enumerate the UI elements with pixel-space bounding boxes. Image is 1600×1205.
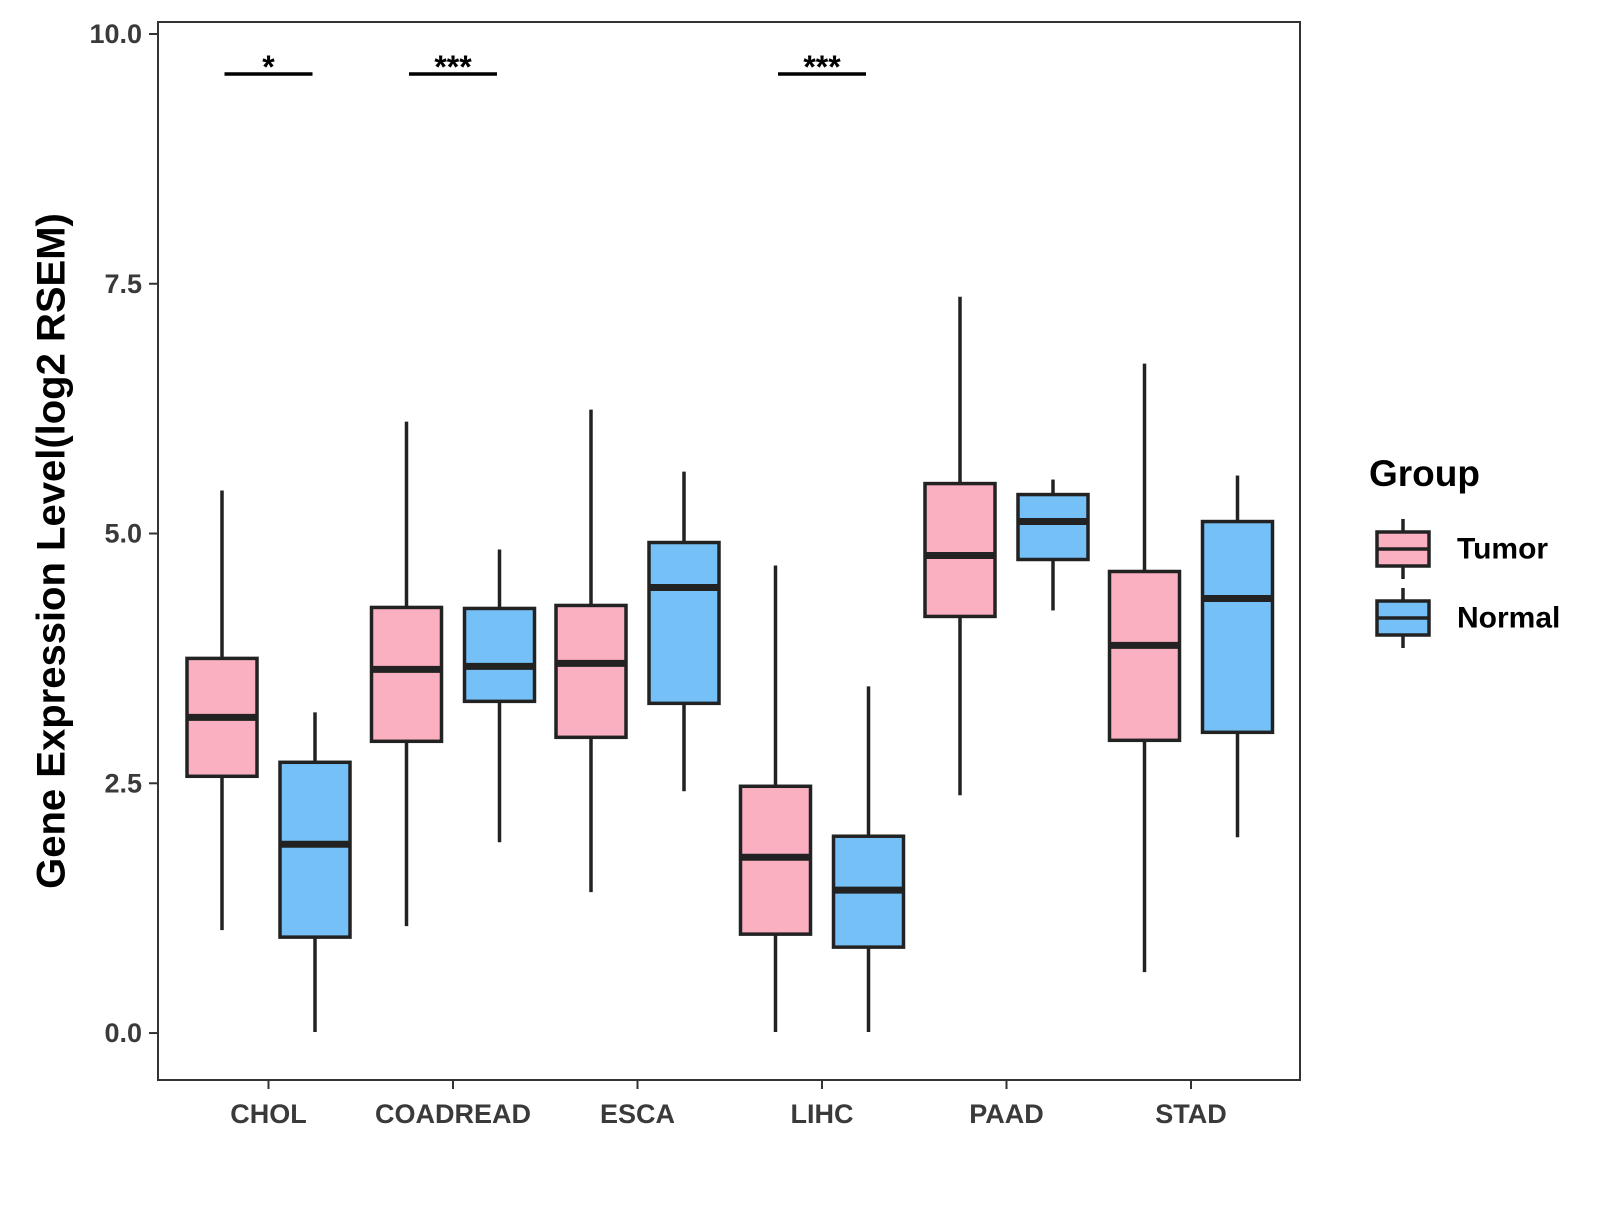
box-iqr: [369, 605, 444, 744]
box-iqr: [1107, 569, 1182, 743]
x-tick-label: ESCA: [600, 1099, 675, 1129]
legend-label: Tumor: [1457, 533, 1548, 566]
box-iqr: [278, 760, 352, 939]
y-axis: 0.0 2.5 5.0 7.5 10.0: [89, 19, 158, 1048]
box-iqr: [462, 606, 537, 704]
legend-item-normal: Normal: [1375, 588, 1560, 648]
normal-box: [1016, 479, 1090, 611]
significance-annotations: * *** ***: [224, 49, 866, 85]
x-tick-label: PAAD: [969, 1099, 1044, 1129]
y-tick-label: 10.0: [89, 19, 142, 49]
box-series: [185, 296, 1275, 1033]
box-iqr: [554, 603, 628, 740]
y-axis-title: Gene Expression Level(log2 RSEM): [30, 213, 74, 889]
x-tick-label: COADREAD: [375, 1099, 531, 1129]
box-iqr: [1200, 519, 1275, 735]
y-tick-label: 5.0: [104, 519, 142, 549]
tumor-box: [185, 490, 259, 931]
legend: Group Tumor Normal: [1369, 453, 1560, 648]
x-tick-label: LIHC: [791, 1099, 854, 1129]
tumor-box: [554, 409, 628, 893]
box-iqr: [923, 481, 997, 619]
y-tick-label: 7.5: [104, 269, 142, 299]
y-tick-label: 0.0: [104, 1018, 142, 1048]
x-tick-label: CHOL: [230, 1099, 307, 1129]
significance-label: ***: [434, 49, 472, 85]
tumor-box: [1107, 363, 1182, 973]
box-iqr: [647, 540, 721, 706]
significance-label: ***: [803, 49, 841, 85]
normal-box: [462, 549, 537, 843]
tumor-box: [738, 565, 813, 1033]
tumor-box: [923, 296, 997, 796]
legend-label: Normal: [1457, 602, 1560, 635]
tumor-box: [369, 421, 444, 927]
x-tick-label: STAD: [1155, 1099, 1227, 1129]
box-iqr: [1016, 492, 1090, 562]
normal-box: [278, 712, 352, 1033]
legend-title: Group: [1369, 453, 1480, 494]
significance-label: *: [262, 49, 275, 85]
legend-item-tumor: Tumor: [1375, 519, 1548, 579]
normal-box: [1200, 475, 1275, 838]
x-axis: CHOL COADREAD ESCA LIHC PAAD STAD: [230, 1080, 1227, 1129]
y-tick-label: 2.5: [104, 768, 142, 798]
normal-box: [831, 686, 906, 1033]
normal-box: [647, 471, 721, 792]
